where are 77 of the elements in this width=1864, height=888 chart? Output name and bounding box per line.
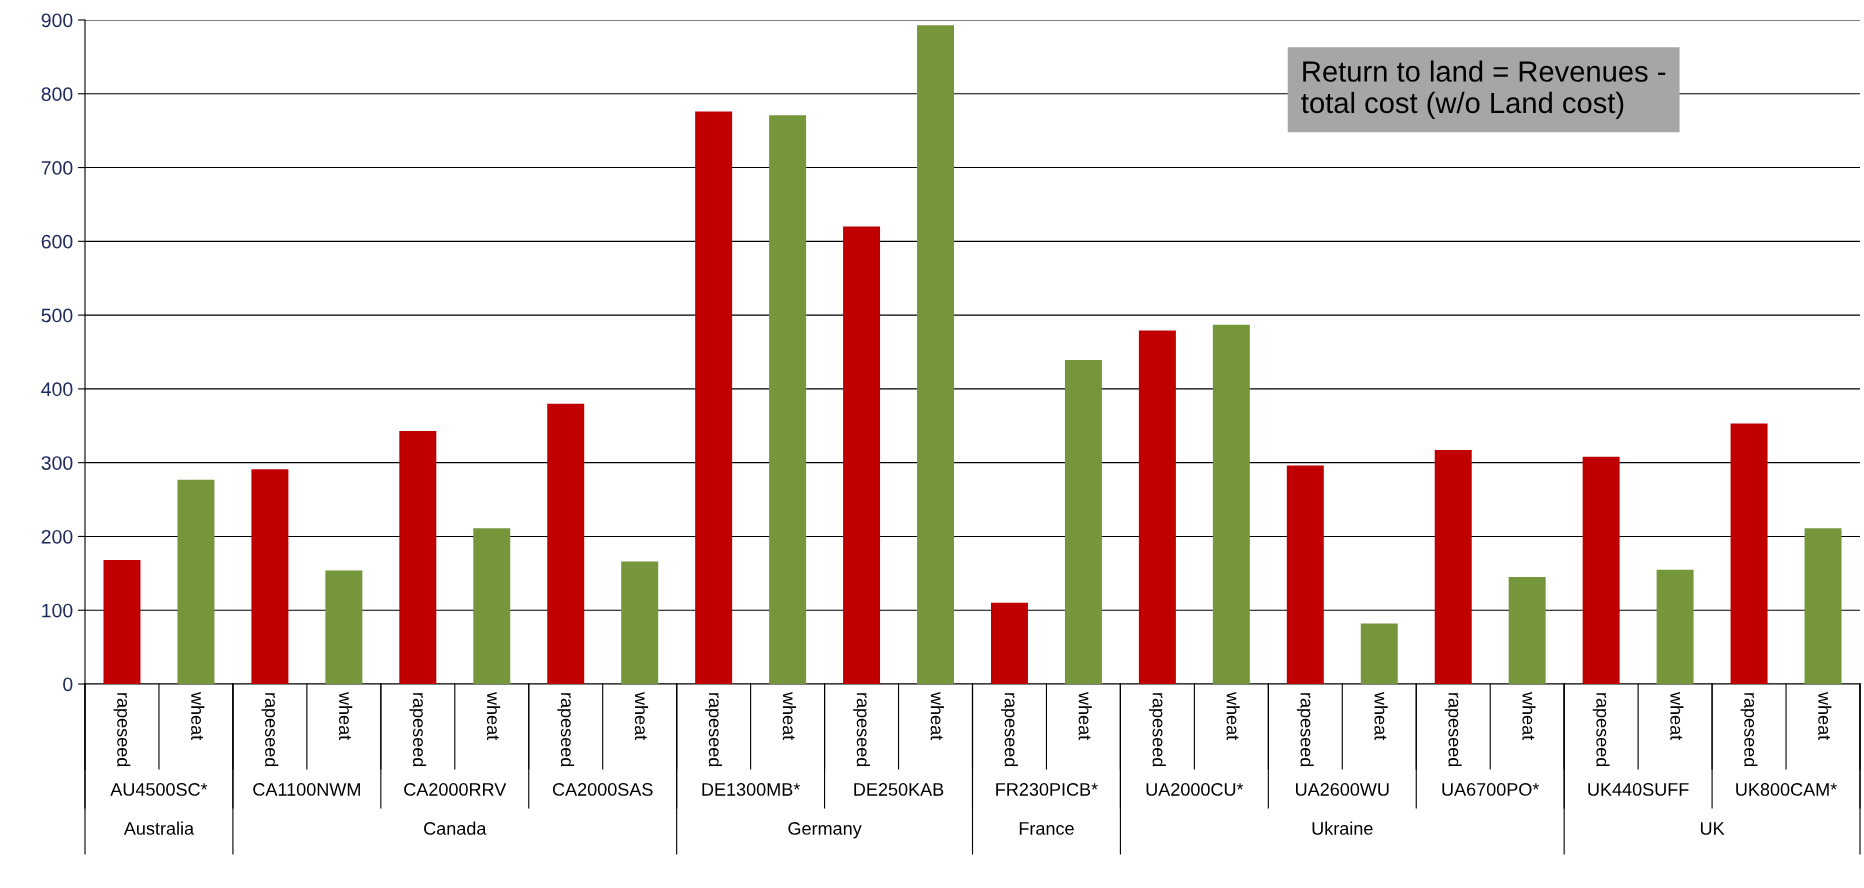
y-tick-label: 100: [42, 603, 73, 618]
y-tick-label: 500: [41, 308, 73, 323]
text: wheat: [930, 691, 944, 741]
bar: [1434, 450, 1472, 684]
x-tick-label: CA1100NWM: [253, 783, 360, 796]
text: rapeseed: [409, 693, 427, 767]
bar: [1804, 528, 1842, 684]
text: Canada: [424, 821, 487, 835]
bar: [1286, 465, 1324, 684]
text: wheat: [1818, 691, 1832, 741]
x-tick-label: CA2000RRV: [404, 783, 507, 796]
x-tick-label: CA2000SAS: [552, 783, 653, 796]
annotation: Return to land = Revenues - total cost (w/o Land cost): [1301, 60, 1666, 120]
text: wheat: [782, 691, 797, 741]
bar: [399, 430, 437, 684]
x-tick-label: UA6700PO*: [1442, 783, 1540, 796]
text: wheat: [1522, 691, 1536, 741]
text: wheat: [634, 691, 649, 741]
y-tick-label: 600: [41, 234, 73, 249]
text: rapeseed: [1592, 693, 1610, 767]
x-tick-label: UA2600WU: [1296, 783, 1389, 796]
text: wheat: [1374, 691, 1388, 741]
bar: [917, 25, 955, 684]
bar: [1212, 324, 1250, 684]
bar: [843, 226, 881, 684]
bar: [769, 115, 807, 684]
text: rapeseed: [705, 693, 723, 767]
x-tick-label: UK800CAM*: [1736, 783, 1837, 796]
y-tick-label: 700: [41, 161, 73, 175]
text: wheat: [1670, 691, 1684, 741]
bar: [1582, 456, 1620, 684]
y-tick-label: 300: [41, 456, 73, 470]
text: wheat: [1226, 691, 1240, 741]
bar: [1360, 623, 1398, 684]
bar: [177, 479, 215, 684]
bar: [251, 469, 289, 684]
text: rapeseed: [557, 693, 575, 767]
text: France: [1019, 822, 1074, 835]
x-tick-label: DE250KAB: [854, 783, 944, 796]
text: rapeseed: [113, 693, 131, 767]
x-tick-label: UK440SUFF: [1588, 783, 1689, 796]
bar: [473, 528, 511, 684]
bar: [1064, 360, 1102, 684]
text: rapeseed: [853, 693, 870, 767]
bar: [547, 403, 585, 684]
y-tick-label: 900: [41, 13, 73, 28]
x-tick-label: UA2000CU*: [1146, 783, 1244, 796]
x-tick-label: AU4500SC*: [110, 783, 208, 796]
text: rapeseed: [1444, 693, 1462, 767]
bar: [990, 602, 1028, 684]
text: wheat: [486, 691, 501, 741]
y-tick-label: 200: [41, 529, 73, 544]
text: rapeseed: [1296, 693, 1314, 767]
bar: [1730, 423, 1768, 684]
text: rapeseed: [1740, 693, 1758, 767]
text: wheat: [191, 691, 205, 741]
bar: [103, 560, 141, 684]
text: Ukraine: [1312, 821, 1373, 835]
text: UK: [1700, 822, 1725, 835]
bar: [621, 561, 659, 684]
text: Australia: [123, 821, 195, 835]
text: Germany: [788, 822, 862, 839]
text: rapeseed: [1001, 693, 1018, 767]
y-tick-label: 0: [63, 677, 73, 692]
text: wheat: [1078, 691, 1092, 741]
text: rapeseed: [261, 693, 279, 767]
bar: [1656, 569, 1694, 684]
bar: [695, 111, 733, 684]
y-tick-label: 400: [41, 382, 73, 397]
bar: [325, 570, 363, 684]
x-tick-label: DE1300MB*: [702, 783, 801, 796]
x-tick-label: FR230PICB*: [996, 783, 1098, 796]
text: rapeseed: [1148, 693, 1166, 767]
bar: [1508, 577, 1546, 684]
y-tick-label: 800: [41, 87, 73, 102]
bar: [1138, 330, 1176, 684]
text: wheat: [339, 691, 353, 741]
